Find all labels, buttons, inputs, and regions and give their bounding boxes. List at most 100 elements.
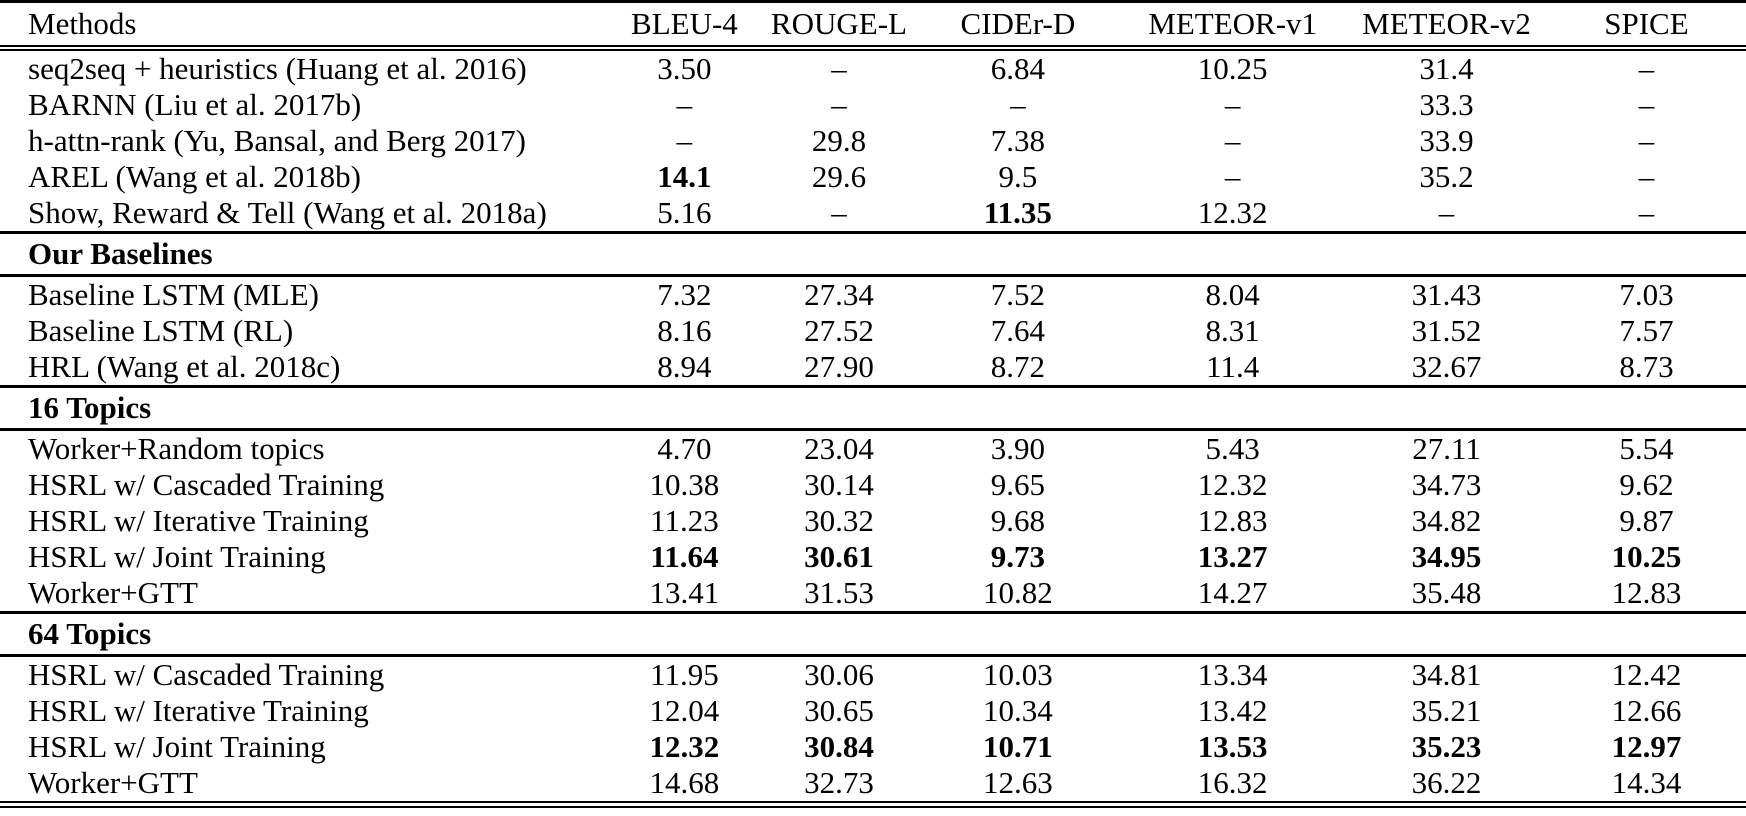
value-cell: 30.65 bbox=[804, 693, 874, 728]
method-name-cell: HRL (Wang et al. 2018c) bbox=[28, 349, 341, 384]
method-name-cell: BARNN (Liu et al. 2017b) bbox=[28, 87, 362, 122]
column-header-cider-d: CIDEr-D bbox=[916, 1, 1120, 51]
table-body: seq2seq + heuristics (Huang et al. 2016)… bbox=[0, 48, 1746, 805]
value-cell: 3.50 bbox=[657, 51, 712, 86]
value-cell: 34.95 bbox=[1411, 539, 1482, 574]
value-cell: 7.57 bbox=[1619, 313, 1674, 348]
section-header-row: 16 Topics bbox=[0, 385, 1746, 431]
value-cell: – bbox=[1638, 195, 1655, 230]
value-cell: 6.84 bbox=[990, 51, 1046, 86]
method-name-cell: HSRL w/ Iterative Training bbox=[28, 693, 369, 728]
section-header-label: 64 Topics bbox=[0, 611, 1746, 657]
value-cell: 32.67 bbox=[1411, 349, 1482, 384]
method-name-cell: h-attn-rank (Yu, Bansal, and Berg 2017) bbox=[28, 123, 526, 158]
method-name-cell: HSRL w/ Joint Training bbox=[28, 539, 326, 574]
value-cell: 27.11 bbox=[1412, 431, 1481, 466]
value-cell: 11.64 bbox=[650, 539, 719, 574]
value-cell: 30.14 bbox=[804, 467, 874, 502]
value-cell: 5.16 bbox=[657, 195, 712, 230]
section-header-label: Our Baselines bbox=[0, 231, 1746, 277]
value-cell: 11.23 bbox=[650, 503, 719, 538]
value-cell: 35.2 bbox=[1419, 159, 1474, 194]
section-header-label: 16 Topics bbox=[0, 385, 1746, 431]
method-name-cell: HSRL w/ Cascaded Training bbox=[28, 657, 385, 692]
method-name-cell: HSRL w/ Joint Training bbox=[28, 729, 326, 764]
column-header-spice: SPICE bbox=[1546, 1, 1746, 51]
value-cell: 9.5 bbox=[998, 159, 1038, 194]
value-cell: – bbox=[1224, 159, 1241, 194]
value-cell: 13.53 bbox=[1197, 729, 1268, 764]
value-cell: 34.81 bbox=[1411, 657, 1482, 692]
value-cell: 7.52 bbox=[990, 277, 1046, 312]
value-cell: 31.43 bbox=[1411, 277, 1482, 312]
table-header: Methods BLEU-4 ROUGE-L CIDEr-D METEOR-v1 METE… bbox=[0, 1, 1746, 51]
value-cell: 10.71 bbox=[983, 729, 1053, 764]
value-cell: 27.90 bbox=[804, 349, 874, 384]
value-cell: 11.95 bbox=[650, 657, 719, 692]
value-cell: – bbox=[1638, 87, 1655, 122]
value-cell: 7.64 bbox=[990, 313, 1046, 348]
value-cell: 12.83 bbox=[1197, 503, 1268, 538]
method-name-cell: Show, Reward & Tell (Wang et al. 2018a) bbox=[28, 195, 547, 230]
table-row: Baseline LSTM (RL) 8.16 27.52 7.64 8.31 31.52… bbox=[0, 313, 1746, 349]
value-cell: 9.87 bbox=[1619, 503, 1674, 538]
value-cell: 12.97 bbox=[1611, 729, 1682, 764]
value-cell: 14.1 bbox=[657, 159, 712, 194]
value-cell: – bbox=[1638, 123, 1655, 158]
section-header-row: Our Baselines bbox=[0, 231, 1746, 277]
value-cell: – bbox=[1224, 87, 1241, 122]
value-cell: 36.22 bbox=[1411, 765, 1482, 800]
value-cell: 31.53 bbox=[804, 575, 874, 610]
value-cell: 8.72 bbox=[990, 349, 1046, 384]
value-cell: 7.03 bbox=[1619, 277, 1674, 312]
value-cell: 8.04 bbox=[1205, 277, 1260, 312]
value-cell: 12.04 bbox=[649, 693, 720, 728]
value-cell: 35.23 bbox=[1411, 729, 1482, 764]
method-name-cell: Worker+GTT bbox=[28, 575, 198, 610]
column-header-rouge-l: ROUGE-L bbox=[761, 1, 917, 51]
header-row: Methods BLEU-4 ROUGE-L CIDEr-D METEOR-v1 METE… bbox=[0, 1, 1746, 51]
table-row: Show, Reward & Tell (Wang et al. 2018a) 5… bbox=[0, 195, 1746, 233]
table-row: h-attn-rank (Yu, Bansal, and Berg 2017) –… bbox=[0, 123, 1746, 159]
method-name-cell: Baseline LSTM (RL) bbox=[28, 313, 294, 348]
value-cell: 11.35 bbox=[983, 195, 1052, 230]
value-cell: 10.25 bbox=[1611, 539, 1682, 574]
value-cell: 27.34 bbox=[804, 277, 874, 312]
value-cell: 34.73 bbox=[1411, 467, 1482, 502]
method-name-cell: AREL (Wang et al. 2018b) bbox=[28, 159, 361, 194]
value-cell: – bbox=[831, 195, 847, 230]
value-cell: 31.52 bbox=[1411, 313, 1482, 348]
value-cell: 8.73 bbox=[1619, 349, 1674, 384]
value-cell: – bbox=[676, 123, 693, 158]
value-cell: 14.34 bbox=[1611, 765, 1682, 800]
table-row: AREL (Wang et al. 2018b) 14.1 29.6 9.5 – 35.2… bbox=[0, 159, 1746, 195]
method-name-cell: HSRL w/ Cascaded Training bbox=[28, 467, 385, 502]
value-cell: 33.3 bbox=[1419, 87, 1474, 122]
value-cell: 3.90 bbox=[990, 431, 1046, 466]
value-cell: 10.34 bbox=[983, 693, 1053, 728]
value-cell: 12.63 bbox=[983, 765, 1053, 800]
value-cell: 8.94 bbox=[657, 349, 712, 384]
value-cell: – bbox=[1010, 87, 1026, 122]
value-cell: 14.27 bbox=[1197, 575, 1268, 610]
value-cell: 30.84 bbox=[804, 729, 874, 764]
value-cell: 12.32 bbox=[1197, 467, 1268, 502]
table-row: Worker+GTT 14.68 32.73 12.63 16.32 36.22 14.34 bbox=[0, 765, 1746, 805]
value-cell: 11.4 bbox=[1206, 349, 1260, 384]
value-cell: 12.32 bbox=[1197, 195, 1268, 230]
value-cell: 14.68 bbox=[649, 765, 720, 800]
value-cell: 10.03 bbox=[983, 657, 1053, 692]
value-cell: 9.68 bbox=[990, 503, 1046, 538]
value-cell: 32.73 bbox=[804, 765, 874, 800]
value-cell: 27.52 bbox=[804, 313, 874, 348]
table-row: HRL (Wang et al. 2018c) 8.94 27.90 8.72 11.4… bbox=[0, 349, 1746, 387]
value-cell: 10.25 bbox=[1197, 51, 1268, 86]
value-cell: 5.43 bbox=[1205, 431, 1260, 466]
value-cell: 12.66 bbox=[1611, 693, 1682, 728]
method-name-cell: seq2seq + heuristics (Huang et al. 2016) bbox=[28, 51, 527, 86]
method-name-cell: Worker+Random topics bbox=[28, 431, 325, 466]
column-header-bleu-4: BLEU-4 bbox=[607, 1, 762, 51]
value-cell: 30.61 bbox=[804, 539, 874, 574]
column-header-meteor-v2: METEOR-v2 bbox=[1346, 1, 1547, 51]
